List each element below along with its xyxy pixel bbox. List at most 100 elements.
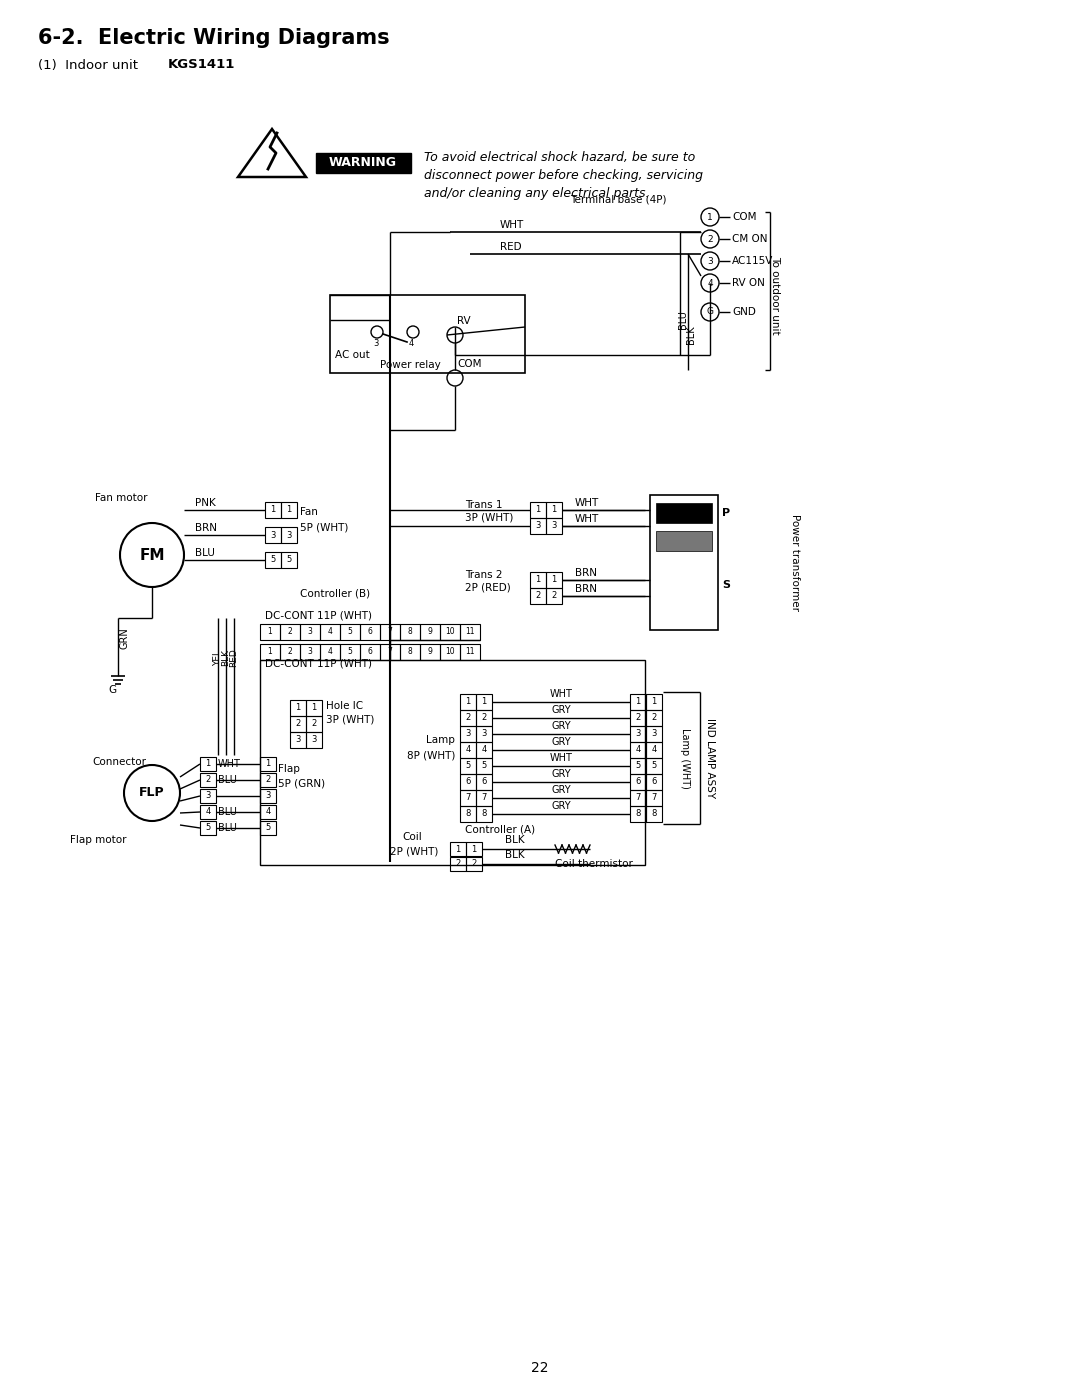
Bar: [380, 624, 400, 640]
Text: 2: 2: [295, 719, 300, 728]
Text: 2: 2: [651, 714, 657, 722]
Text: COM: COM: [732, 212, 756, 222]
Text: 5: 5: [482, 761, 487, 771]
Text: GRY: GRY: [551, 768, 571, 780]
Bar: [360, 644, 380, 659]
Text: 3: 3: [373, 339, 378, 348]
Text: 4: 4: [635, 746, 640, 754]
Text: 5: 5: [348, 647, 352, 657]
Bar: [460, 806, 476, 821]
Text: BLK: BLK: [505, 849, 525, 861]
Text: BLU: BLU: [218, 807, 237, 817]
Text: Controller (A): Controller (A): [465, 826, 535, 835]
Text: 7: 7: [388, 627, 392, 637]
Text: 4: 4: [266, 807, 271, 816]
Text: 1: 1: [552, 576, 556, 584]
Bar: [476, 806, 492, 821]
Bar: [300, 624, 320, 640]
Bar: [476, 759, 492, 774]
Bar: [380, 644, 400, 659]
Text: KGS1411: KGS1411: [168, 59, 235, 71]
Bar: [200, 773, 216, 787]
Text: 10: 10: [445, 647, 455, 657]
Text: 2: 2: [311, 719, 316, 728]
Bar: [400, 624, 420, 640]
Bar: [530, 588, 546, 604]
Text: 4: 4: [482, 746, 487, 754]
Text: 3: 3: [270, 531, 275, 539]
Bar: [460, 726, 476, 742]
Text: 4: 4: [327, 647, 333, 657]
Text: 9: 9: [428, 627, 432, 637]
Bar: [450, 842, 465, 856]
Bar: [465, 842, 482, 856]
Text: 3: 3: [266, 792, 271, 800]
Text: Trans 2: Trans 2: [465, 570, 502, 580]
Bar: [630, 806, 646, 821]
Text: 6: 6: [651, 778, 657, 787]
Text: 8: 8: [465, 809, 471, 819]
Text: Terminal base (4P): Terminal base (4P): [570, 196, 666, 205]
Text: RV ON: RV ON: [732, 278, 765, 288]
Text: 1: 1: [266, 760, 271, 768]
Text: BLK: BLK: [221, 650, 230, 666]
Text: 9: 9: [428, 647, 432, 657]
Bar: [281, 552, 297, 569]
Text: 2: 2: [707, 235, 713, 243]
Text: WHT: WHT: [575, 497, 599, 509]
Text: RV: RV: [457, 316, 471, 326]
Text: 1: 1: [465, 697, 471, 707]
Text: 4: 4: [707, 278, 713, 288]
Bar: [460, 710, 476, 726]
Text: 4: 4: [465, 746, 471, 754]
Text: 5P (GRN): 5P (GRN): [278, 778, 325, 788]
Text: To outdoor unit: To outdoor unit: [770, 256, 780, 334]
Text: Hole IC: Hole IC: [326, 701, 363, 711]
Text: 1: 1: [268, 627, 272, 637]
Text: 8: 8: [407, 627, 413, 637]
Bar: [306, 700, 322, 717]
Bar: [646, 710, 662, 726]
Text: 8: 8: [651, 809, 657, 819]
Bar: [260, 805, 276, 819]
Text: 4: 4: [327, 627, 333, 637]
Bar: [530, 518, 546, 534]
Text: 2: 2: [482, 714, 487, 722]
Bar: [460, 694, 476, 710]
Bar: [280, 624, 300, 640]
Text: 3: 3: [465, 729, 471, 739]
Text: 1: 1: [311, 704, 316, 712]
Text: 3: 3: [536, 521, 541, 531]
Bar: [420, 624, 440, 640]
Text: 1: 1: [552, 506, 556, 514]
Text: 1: 1: [205, 760, 211, 768]
Text: 3: 3: [551, 521, 556, 531]
Text: Fan: Fan: [300, 507, 318, 517]
Bar: [260, 624, 280, 640]
Bar: [476, 694, 492, 710]
Bar: [460, 789, 476, 806]
Bar: [340, 624, 360, 640]
Text: 3: 3: [308, 647, 312, 657]
Text: Flap motor: Flap motor: [70, 835, 126, 845]
Text: 1: 1: [286, 506, 292, 514]
Text: BRN: BRN: [195, 522, 217, 534]
Text: 3P (WHT): 3P (WHT): [465, 513, 513, 522]
Text: 1: 1: [295, 704, 300, 712]
Bar: [200, 789, 216, 803]
Text: 11: 11: [465, 647, 475, 657]
Bar: [440, 624, 460, 640]
Text: Controller (B): Controller (B): [300, 590, 370, 599]
Bar: [630, 789, 646, 806]
Text: GRN: GRN: [120, 627, 130, 648]
Text: 2: 2: [287, 627, 293, 637]
Text: 2: 2: [465, 714, 471, 722]
Text: FM: FM: [139, 548, 165, 563]
Bar: [320, 644, 340, 659]
Bar: [546, 588, 562, 604]
Bar: [546, 502, 562, 518]
Text: P: P: [723, 509, 730, 518]
Bar: [646, 759, 662, 774]
Text: 2P (RED): 2P (RED): [465, 583, 511, 592]
Text: To avoid electrical shock hazard, be sure to
disconnect power before checking, s: To avoid electrical shock hazard, be sur…: [424, 151, 703, 200]
